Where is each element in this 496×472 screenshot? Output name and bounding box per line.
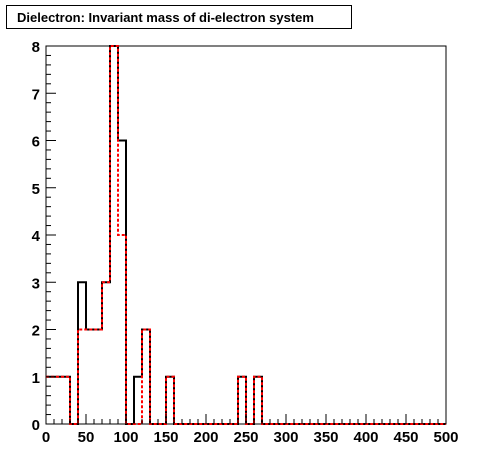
y-tick-label: 6 xyxy=(32,134,40,151)
x-tick-label: 0 xyxy=(42,429,50,446)
y-tick-label: 1 xyxy=(32,370,40,387)
x-tick-label: 350 xyxy=(313,429,338,446)
x-tick-label: 300 xyxy=(273,429,298,446)
chart-title: Dielectron: Invariant mass of di-electro… xyxy=(17,10,314,25)
y-tick-label: 5 xyxy=(32,181,40,198)
y-tick-label: 0 xyxy=(32,417,40,434)
chart-title-box: Dielectron: Invariant mass of di-electro… xyxy=(6,5,352,29)
y-tick-label: 2 xyxy=(32,323,40,340)
y-tick-label: 4 xyxy=(32,228,41,245)
plot-frame xyxy=(45,45,447,425)
y-tick-label: 8 xyxy=(32,39,40,56)
histogram-series-1 xyxy=(46,45,446,425)
x-tick-label: 500 xyxy=(433,429,458,446)
y-tick-label: 7 xyxy=(32,86,40,103)
y-tick-label: 3 xyxy=(32,275,40,292)
histogram-series-0 xyxy=(46,45,446,425)
axis-layer: 0 50 100 150 200 250 300 350 400 450 500 0 1 2 3 4 5 6 7 8 xyxy=(32,39,459,446)
x-tick-label: 200 xyxy=(193,429,218,446)
x-tick-label: 50 xyxy=(78,429,95,446)
x-tick-label: 100 xyxy=(113,429,138,446)
x-tick-label: 400 xyxy=(353,429,378,446)
series-layer xyxy=(46,45,446,425)
x-tick-label: 450 xyxy=(393,429,418,446)
x-tick-label: 150 xyxy=(153,429,178,446)
x-tick-label: 250 xyxy=(233,429,258,446)
